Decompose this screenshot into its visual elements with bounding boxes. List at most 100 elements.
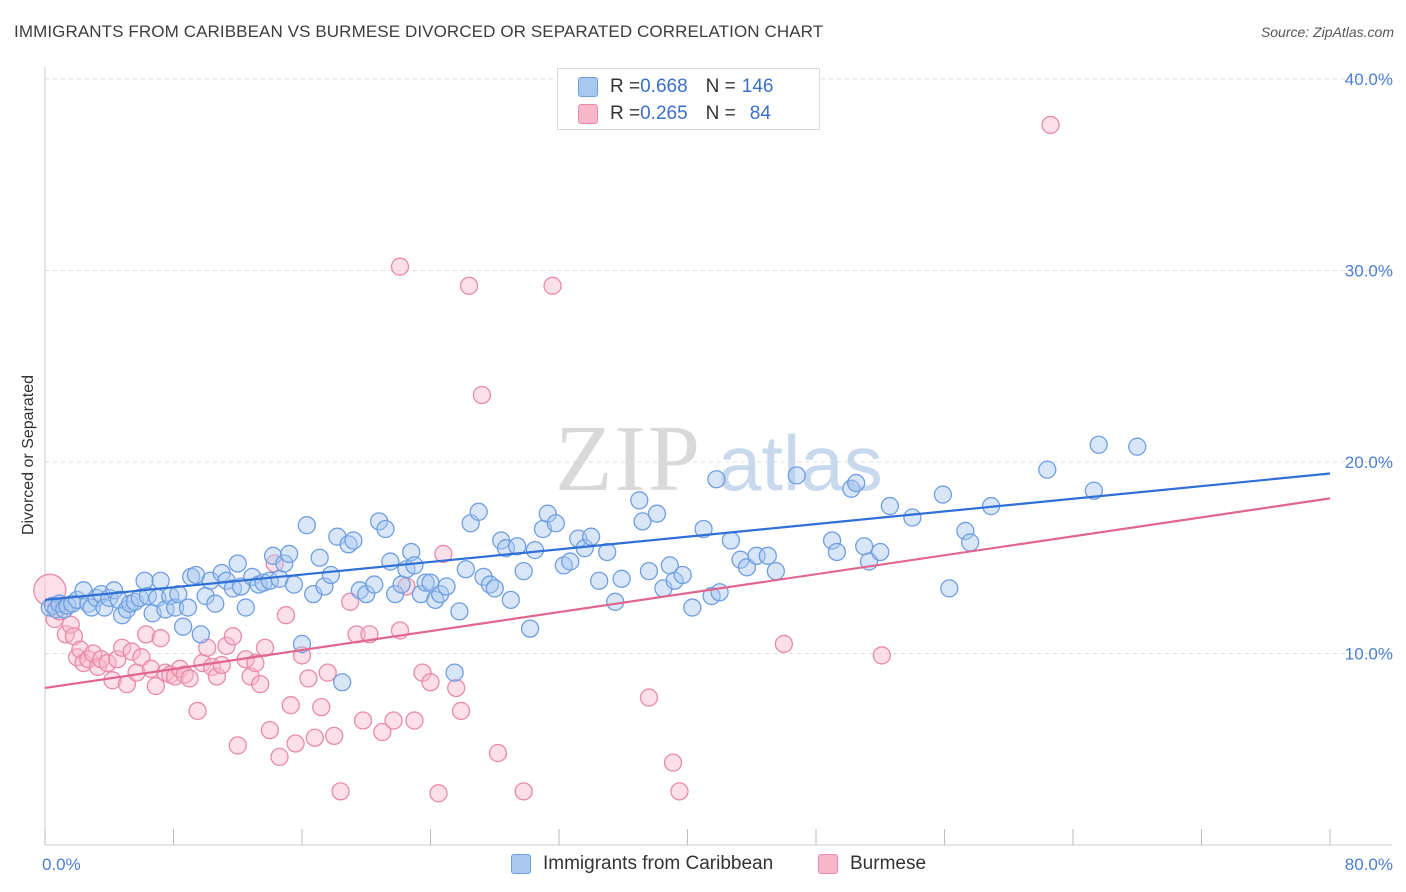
burmese-trend-line	[44, 497, 1331, 690]
legend-n-value: 84	[749, 103, 771, 124]
burmese-point	[228, 736, 247, 755]
caribbean-point	[822, 531, 842, 550]
caribbean-point	[297, 516, 316, 535]
watermark-zip: ZIP	[555, 407, 702, 511]
bottom-legend-swatch-burmese	[818, 854, 838, 874]
burmese-point	[146, 676, 165, 696]
caribbean-point	[758, 546, 777, 565]
caribbean-point	[520, 619, 540, 638]
x-tick-label-left: 0.0%	[42, 855, 81, 874]
caribbean-point	[310, 548, 329, 567]
burmese-point	[61, 615, 80, 634]
caribbean-point	[961, 533, 980, 552]
burmese-point	[543, 276, 562, 295]
legend-r-value: 0.265	[640, 103, 688, 124]
burmese-point	[312, 697, 331, 717]
chart-title: IMMIGRANTS FROM CARIBBEAN VS BURMESE DIV…	[14, 22, 824, 41]
burmese-point	[151, 629, 170, 648]
burmese-point	[459, 276, 479, 295]
caribbean-point	[847, 473, 866, 493]
caribbean-point	[426, 590, 445, 610]
burmese-point	[180, 669, 199, 688]
burmese-points	[33, 115, 1060, 803]
caribbean-point	[933, 485, 953, 504]
burmese-point	[251, 674, 270, 694]
burmese-point	[774, 634, 794, 654]
y-tick-label: 10.0%	[1345, 645, 1393, 664]
burmese-point	[212, 655, 231, 675]
axes	[44, 67, 1392, 846]
caribbean-point	[416, 573, 435, 592]
caribbean-point	[1038, 460, 1057, 479]
burmese-point	[488, 743, 508, 763]
watermark: ZIP atlas	[555, 407, 883, 511]
caribbean-point	[279, 544, 299, 564]
bottom-legend-burmese: Burmese	[818, 851, 926, 877]
burmese-point	[331, 782, 350, 801]
burmese-point	[276, 606, 296, 625]
caribbean-point	[501, 590, 520, 610]
legend-r-label: R =	[610, 76, 641, 97]
caribbean-point	[178, 598, 198, 617]
caribbean-point	[392, 575, 411, 594]
caribbean-point	[880, 496, 900, 516]
caribbean-point	[95, 598, 114, 617]
bottom-legend-swatch-caribbean	[511, 854, 531, 874]
burmese-point	[318, 663, 337, 682]
burmese-point	[137, 625, 156, 644]
burmese-point	[353, 711, 373, 730]
burmese-point	[405, 711, 424, 730]
burmese-point	[670, 782, 689, 801]
burmese-point	[112, 638, 132, 657]
caribbean-point	[508, 537, 527, 556]
burmese-point	[241, 667, 260, 686]
burmese-point	[217, 636, 236, 655]
burmese-point	[447, 678, 466, 698]
burmese-point	[79, 650, 98, 669]
caribbean-point	[561, 552, 580, 571]
burmese-point	[1041, 115, 1060, 135]
burmese-point	[108, 650, 127, 669]
caribbean-point	[321, 565, 341, 585]
burmese-point	[324, 726, 344, 745]
bottom-legend-label-caribbean: Immigrants from Caribbean	[543, 853, 774, 874]
caribbean-point	[787, 466, 806, 485]
caribbean-point	[940, 579, 959, 598]
legend-r-value: 0.668	[640, 76, 688, 97]
caribbean-point	[647, 504, 667, 523]
burmese-point	[98, 653, 117, 673]
caribbean-point	[633, 512, 652, 531]
y-tick-label: 40.0%	[1345, 70, 1393, 89]
caribbean-point	[485, 579, 504, 598]
burmese-point	[514, 782, 533, 801]
caribbean-point	[284, 575, 304, 594]
legend-n-value: 146	[741, 76, 774, 97]
caribbean-point	[344, 531, 363, 550]
caribbean-point	[456, 560, 475, 579]
caribbean-point	[612, 569, 631, 588]
x-tick-label-right: 80.0%	[1345, 855, 1393, 874]
caribbean-point	[871, 542, 890, 562]
caribbean-point	[855, 537, 874, 556]
grid-lines	[45, 78, 1392, 654]
bottom-legend-caribbean: Immigrants from Caribbean	[511, 851, 773, 877]
caribbean-point	[151, 571, 170, 590]
y-tick-label: 20.0%	[1345, 453, 1393, 472]
caribbean-point	[82, 598, 101, 617]
caribbean-trend-line	[44, 472, 1331, 601]
caribbean-point	[956, 521, 975, 541]
caribbean-point	[191, 625, 210, 644]
caribbean-point	[606, 592, 625, 611]
burmese-point	[872, 646, 892, 665]
tick-labels: 10.0% 20.0% 30.0% 40.0% 0.0% 80.0%	[42, 70, 1393, 874]
burmese-point	[663, 753, 683, 772]
caribbean-point	[514, 562, 533, 581]
caribbean-point	[639, 562, 659, 581]
caribbean-point	[827, 542, 847, 562]
caribbean-point	[694, 519, 713, 539]
caribbean-point	[673, 565, 692, 585]
caribbean-point	[445, 663, 464, 682]
legend: R = 0.668 N = 146 R = 0.265 N = 84	[557, 68, 820, 130]
burmese-point	[305, 728, 325, 747]
caribbean-point	[402, 542, 421, 562]
